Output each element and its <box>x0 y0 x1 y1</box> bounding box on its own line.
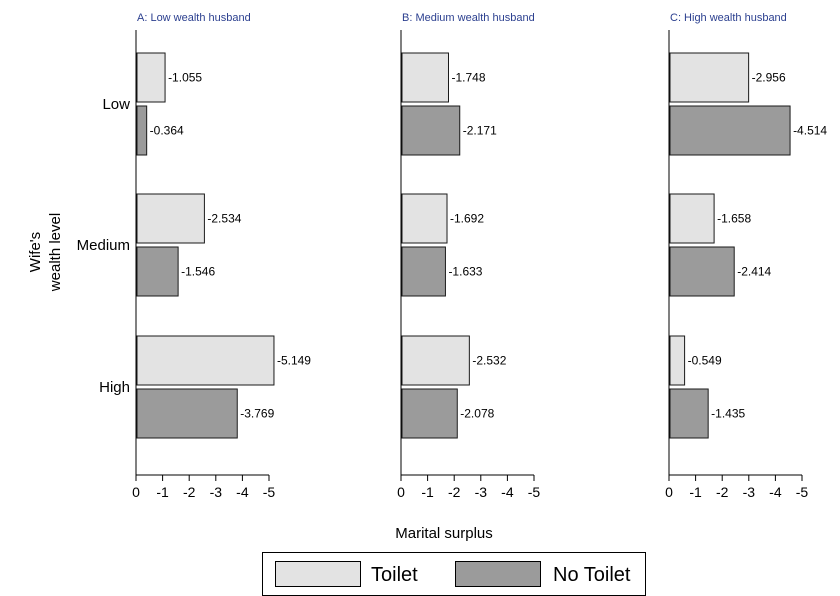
bar <box>136 388 238 439</box>
x-tick-label: -1 <box>156 484 169 500</box>
legend-swatch-no-toilet <box>455 561 541 587</box>
data-label: -1.633 <box>448 265 482 279</box>
bar <box>401 388 458 439</box>
x-tick-label: -2 <box>183 484 196 500</box>
data-label: -1.748 <box>451 71 485 85</box>
y-axis-title: Wife's <box>27 232 44 272</box>
data-label: -5.149 <box>277 354 311 368</box>
data-label: -2.171 <box>463 124 497 138</box>
bar <box>401 193 448 244</box>
x-tick-label: -2 <box>448 484 461 500</box>
x-tick-label: -5 <box>263 484 276 500</box>
bar <box>136 105 148 156</box>
data-label: -1.658 <box>717 212 751 226</box>
x-tick-label: -1 <box>421 484 434 500</box>
data-label: -2.956 <box>752 71 786 85</box>
bar <box>669 52 750 103</box>
y-category-label: Medium <box>77 237 130 254</box>
bar <box>669 246 735 297</box>
data-label: -2.534 <box>207 212 241 226</box>
bar <box>669 105 791 156</box>
data-label: -2.078 <box>460 407 494 421</box>
y-category-label: High <box>99 379 130 396</box>
data-label: -0.364 <box>150 124 184 138</box>
bar <box>669 193 715 244</box>
x-tick-label: 0 <box>665 484 673 500</box>
data-label: -4.514 <box>793 124 827 138</box>
x-tick-label: -4 <box>501 484 514 500</box>
x-axis-title: Marital surplus <box>395 525 493 542</box>
x-tick-label: -2 <box>716 484 729 500</box>
data-label: -1.546 <box>181 265 215 279</box>
bar <box>401 52 449 103</box>
data-label: -0.549 <box>688 354 722 368</box>
bar <box>136 335 275 386</box>
data-label: -1.055 <box>168 71 202 85</box>
bar <box>401 335 470 386</box>
legend-label-no-toilet: No Toilet <box>553 564 631 586</box>
x-tick-label: -3 <box>210 484 223 500</box>
x-tick-label: -4 <box>769 484 782 500</box>
bar <box>401 246 446 297</box>
legend-label-toilet: Toilet <box>371 564 418 586</box>
bar <box>401 105 461 156</box>
data-label: -2.532 <box>472 354 506 368</box>
bar <box>669 335 686 386</box>
panel-title: B: Medium wealth husband <box>402 12 535 24</box>
panel-title: A: Low wealth husband <box>137 12 251 24</box>
y-axis-title: wealth level <box>47 213 64 292</box>
legend: Toilet No Toilet <box>262 552 646 596</box>
x-tick-label: -5 <box>796 484 809 500</box>
bar <box>136 52 166 103</box>
legend-swatch-toilet <box>275 561 361 587</box>
bar <box>136 246 179 297</box>
data-label: -1.692 <box>450 212 484 226</box>
panel-title: C: High wealth husband <box>670 12 787 24</box>
x-tick-label: -1 <box>689 484 702 500</box>
bar <box>669 388 709 439</box>
data-label: -2.414 <box>737 265 771 279</box>
x-tick-label: 0 <box>132 484 140 500</box>
x-tick-label: -3 <box>475 484 488 500</box>
data-label: -1.435 <box>711 407 745 421</box>
y-category-label: Low <box>102 96 130 113</box>
bar <box>136 193 205 244</box>
x-tick-label: 0 <box>397 484 405 500</box>
x-tick-label: -5 <box>528 484 541 500</box>
x-tick-label: -3 <box>743 484 756 500</box>
data-label: -3.769 <box>240 407 274 421</box>
x-tick-label: -4 <box>236 484 249 500</box>
